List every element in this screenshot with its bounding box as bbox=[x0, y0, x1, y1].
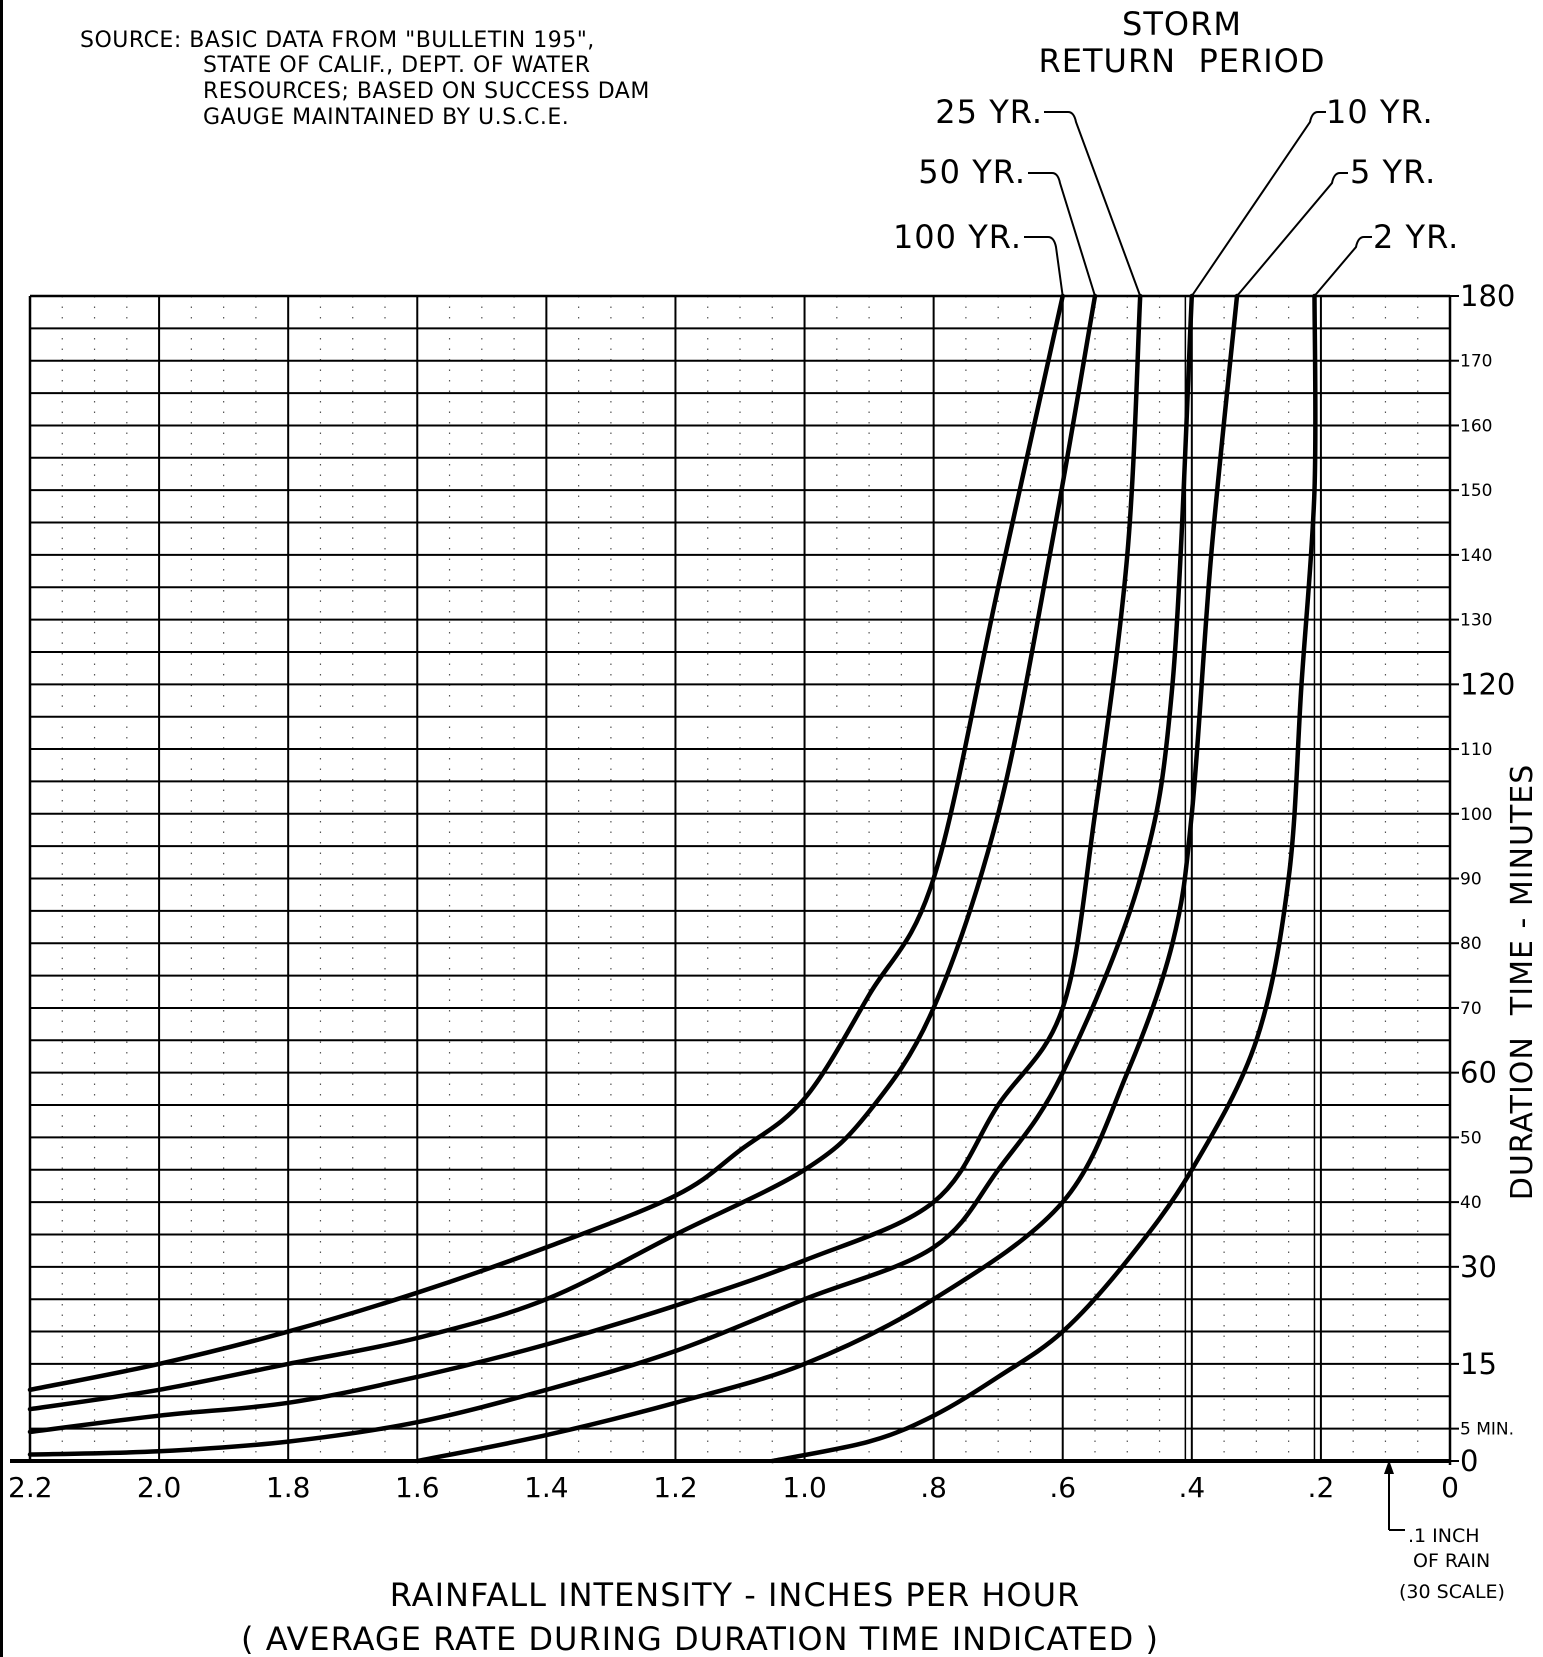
scale-note-line-3: (30 SCALE) bbox=[1399, 1581, 1505, 1603]
x-tick-label: 1.0 bbox=[782, 1471, 827, 1504]
y-tick-label: 40 bbox=[1460, 1193, 1482, 1213]
legend-label-50-yr: 50 YR. bbox=[918, 153, 1026, 191]
y-tick-label: 90 bbox=[1460, 870, 1482, 890]
scale-note-line-1: .1 INCH bbox=[1408, 1525, 1480, 1547]
y-tick-label: 60 bbox=[1460, 1056, 1497, 1090]
y-tick-label: 180 bbox=[1460, 279, 1515, 313]
series-line-25-yr bbox=[27, 293, 1143, 1435]
y-tick-label: 50 bbox=[1460, 1128, 1482, 1148]
source-line-3: RESOURCES; BASED ON SUCCESS DAM bbox=[203, 79, 650, 104]
series-line-100-yr bbox=[27, 293, 1065, 1393]
scale-note-line-2: OF RAIN bbox=[1413, 1550, 1490, 1572]
x-axis-title: RAINFALL INTENSITY - INCHES PER HOUR bbox=[390, 1576, 1081, 1614]
legend-leader-25-yr bbox=[1044, 111, 1142, 297]
source-line-4: GAUGE MAINTAINED BY U.S.C.E. bbox=[203, 105, 569, 130]
legend-leader-50-yr bbox=[1028, 172, 1096, 297]
y-tick-label: 15 bbox=[1460, 1347, 1497, 1381]
y-tick-label: 160 bbox=[1460, 416, 1492, 436]
y-tick-label: 5 MIN. bbox=[1460, 1420, 1514, 1440]
y-tick-label: 70 bbox=[1460, 999, 1482, 1019]
y-tick-label: 130 bbox=[1460, 611, 1492, 631]
x-tick-label: 1.6 bbox=[395, 1471, 440, 1504]
y-tick-label: 150 bbox=[1460, 481, 1492, 501]
x-tick-label: 1.8 bbox=[266, 1471, 311, 1504]
series-line-5-yr bbox=[415, 293, 1240, 1464]
x-tick-label: 1.4 bbox=[524, 1471, 569, 1504]
legend-leader-100-yr bbox=[1024, 236, 1064, 297]
series-layer bbox=[27, 293, 1318, 1464]
y-tick-label: 80 bbox=[1460, 934, 1482, 954]
source-line-1: SOURCE: BASIC DATA FROM "BULLETIN 195", bbox=[80, 28, 595, 53]
y-tick-label: 100 bbox=[1460, 805, 1492, 825]
legend-leader-2-yr bbox=[1313, 236, 1372, 297]
x-tick-label: .2 bbox=[1308, 1471, 1335, 1504]
legend-leader-10-yr bbox=[1190, 111, 1326, 297]
y-tick-label: 110 bbox=[1460, 740, 1492, 760]
legend-label-100-yr: 100 YR. bbox=[893, 218, 1022, 256]
x-tick-label: 2.0 bbox=[137, 1471, 182, 1504]
x-tick-label: .4 bbox=[1178, 1471, 1205, 1504]
source-line-2: STATE OF CALIF., DEPT. OF WATER bbox=[203, 53, 591, 78]
legend-leader-5-yr bbox=[1236, 172, 1348, 297]
axis-layer: 2.2 2.0 1.8 1.6 1.4 1.2 1.0 .8 .6 .4 .2 0 180 170 160 1… bbox=[8, 279, 1515, 1504]
legend-layer: 100 YR. 50 YR. 25 YR. 10 YR. 5 YR. 2 YR. bbox=[893, 93, 1459, 297]
scale-note-arrow-head bbox=[1384, 1460, 1394, 1474]
y-tick-label: 140 bbox=[1460, 546, 1492, 566]
y-axis-title: DURATION TIME - MINUTES bbox=[1505, 764, 1540, 1201]
scale-note: .1 INCH OF RAIN (30 SCALE) bbox=[1384, 1460, 1505, 1603]
x-tick-label: .8 bbox=[920, 1471, 947, 1504]
series-line-2-yr bbox=[770, 293, 1318, 1464]
legend-label-25-yr: 25 YR. bbox=[935, 93, 1043, 131]
legend-title-storm: STORM bbox=[1122, 5, 1242, 43]
x-axis-subtitle: ( AVERAGE RATE DURING DURATION TIME INDI… bbox=[241, 1620, 1159, 1657]
legend-label-2-yr: 2 YR. bbox=[1373, 218, 1459, 256]
legend-label-10-yr: 10 YR. bbox=[1326, 93, 1434, 131]
y-tick-label: 0 bbox=[1460, 1444, 1478, 1478]
series-line-10-yr bbox=[27, 293, 1195, 1457]
x-tick-label: 1.2 bbox=[653, 1471, 698, 1504]
x-tick-label: .6 bbox=[1049, 1471, 1076, 1504]
y-tick-label: 120 bbox=[1460, 667, 1515, 701]
source-note: SOURCE: BASIC DATA FROM "BULLETIN 195", … bbox=[80, 28, 650, 130]
series-line-50-yr bbox=[27, 293, 1098, 1412]
x-tick-label: 2.2 bbox=[8, 1471, 53, 1504]
y-tick-label: 170 bbox=[1460, 352, 1492, 372]
y-tick-label: 30 bbox=[1460, 1250, 1497, 1284]
x-tick-label: 0 bbox=[1441, 1471, 1459, 1504]
legend-label-5-yr: 5 YR. bbox=[1350, 153, 1436, 191]
legend-title-return-period: RETURN PERIOD bbox=[1039, 42, 1326, 80]
